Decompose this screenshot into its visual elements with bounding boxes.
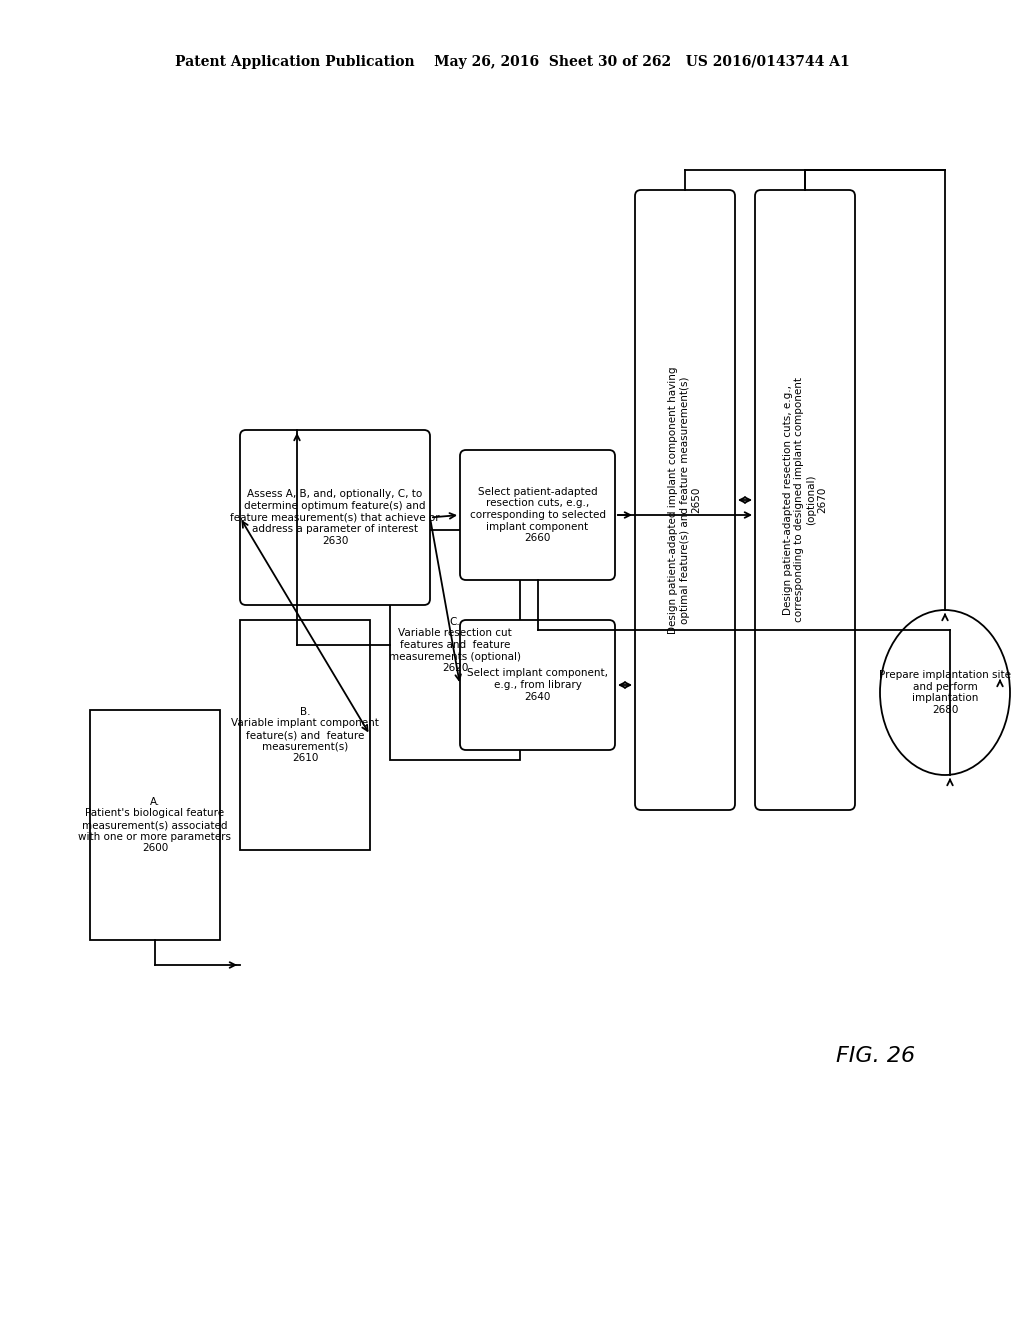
Text: C.
Variable resection cut
features and  feature
measurements (optional)
2620: C. Variable resection cut features and f…: [389, 616, 521, 673]
Text: Assess A, B, and, optionally, C, to
determine optimum feature(s) and
feature mea: Assess A, B, and, optionally, C, to dete…: [230, 490, 440, 545]
Text: Patent Application Publication    May 26, 2016  Sheet 30 of 262   US 2016/014374: Patent Application Publication May 26, 2…: [175, 55, 849, 69]
Text: Prepare implantation site
and perform
implantation
2680: Prepare implantation site and perform im…: [879, 671, 1011, 715]
Ellipse shape: [880, 610, 1010, 775]
FancyBboxPatch shape: [240, 430, 430, 605]
Text: Select patient-adapted
resection cuts, e.g.,
corresponding to selected
implant c: Select patient-adapted resection cuts, e…: [469, 487, 605, 544]
Text: Design patient-adapted resection cuts, e.g.,
corresponding to designed implant c: Design patient-adapted resection cuts, e…: [782, 378, 827, 623]
FancyBboxPatch shape: [460, 450, 615, 579]
Text: Design patient-adapted implant component having
optimal feature(s) and feature m: Design patient-adapted implant component…: [669, 366, 701, 634]
FancyBboxPatch shape: [635, 190, 735, 810]
Text: A.
Patient's biological feature
measurement(s) associated
with one or more param: A. Patient's biological feature measurem…: [79, 797, 231, 853]
Text: B.
Variable implant component
feature(s) and  feature
measurement(s)
2610: B. Variable implant component feature(s)…: [231, 706, 379, 763]
FancyBboxPatch shape: [755, 190, 855, 810]
Text: Select implant component,
e.g., from library
2640: Select implant component, e.g., from lib…: [467, 668, 608, 702]
FancyBboxPatch shape: [390, 531, 520, 760]
Text: FIG. 26: FIG. 26: [836, 1045, 915, 1067]
FancyBboxPatch shape: [90, 710, 220, 940]
FancyBboxPatch shape: [240, 620, 370, 850]
FancyBboxPatch shape: [460, 620, 615, 750]
